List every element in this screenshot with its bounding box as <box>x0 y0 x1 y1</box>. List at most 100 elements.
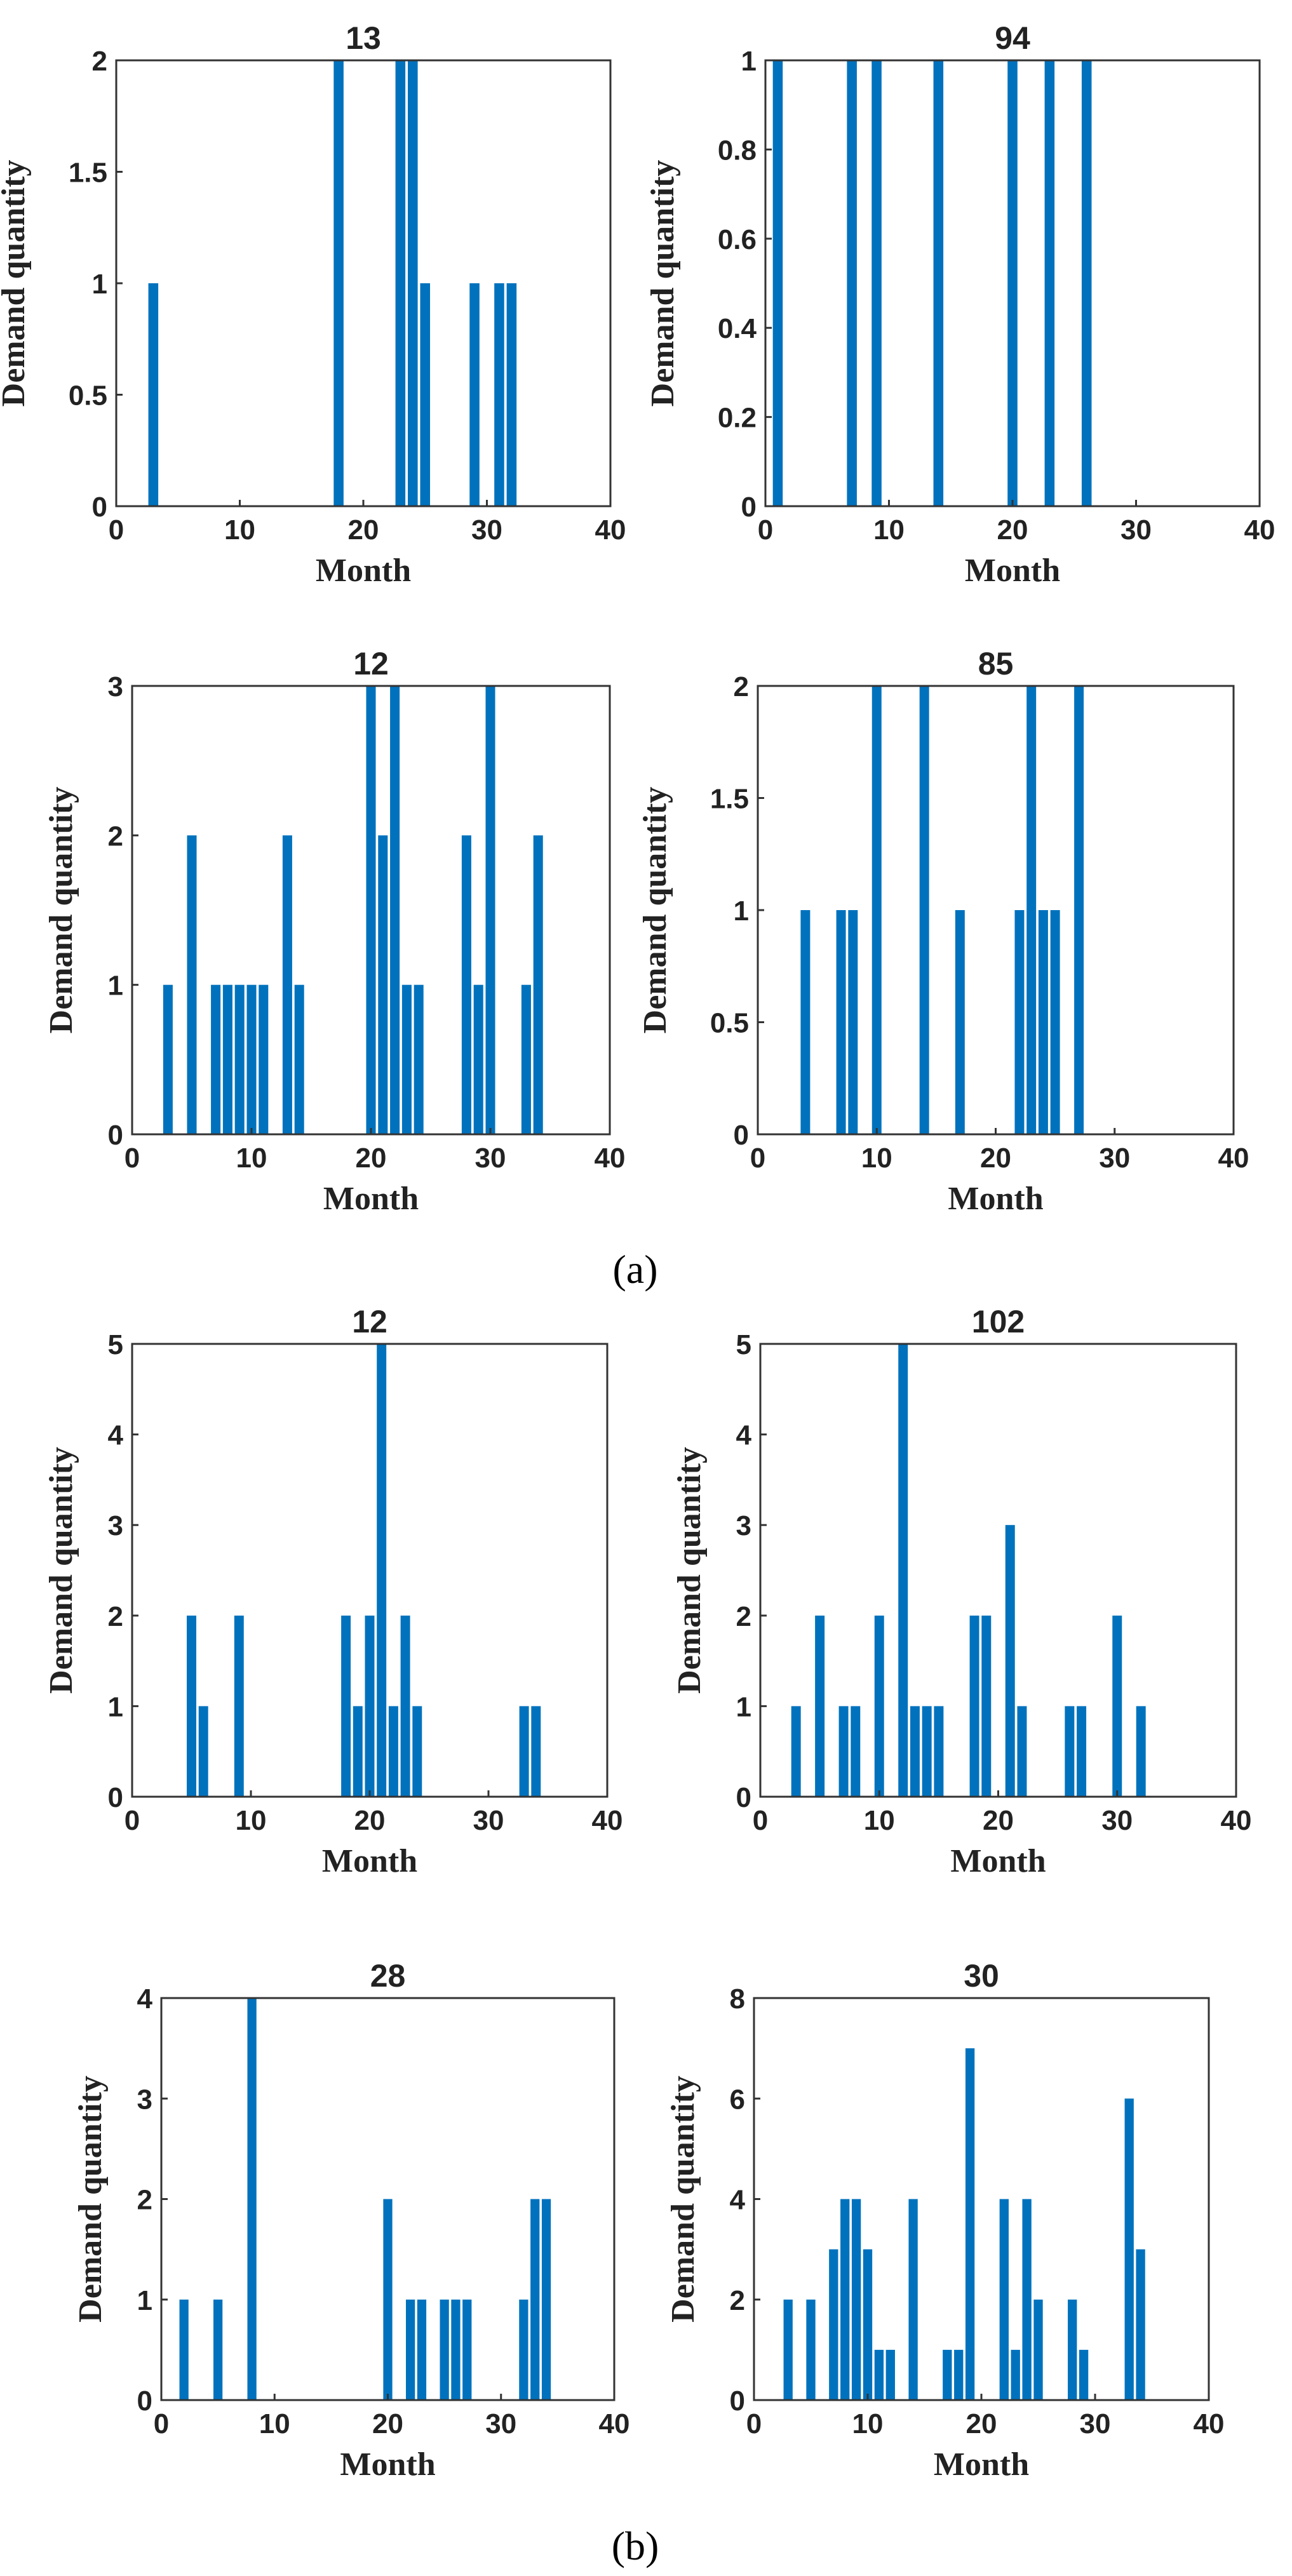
bar-month-20 <box>366 686 376 1134</box>
chart-title: 102 <box>972 1304 1025 1339</box>
x-tick-label: 30 <box>1120 514 1152 546</box>
x-tick-label: 40 <box>1194 2408 1225 2439</box>
x-tick-label: 40 <box>595 1143 626 1174</box>
y-axis-label: Demand quantity <box>637 787 673 1034</box>
y-tick-label: 1 <box>92 269 107 300</box>
bar-month-2 <box>179 2299 189 2400</box>
bar-month-24 <box>408 60 418 506</box>
bar-month-20 <box>1007 60 1018 506</box>
x-tick-label: 10 <box>259 2408 290 2439</box>
bar-month-5 <box>806 2299 816 2400</box>
bar-month-27 <box>1074 686 1084 1134</box>
y-tick-label: 0.6 <box>718 224 757 255</box>
x-tick-label: 20 <box>372 2408 403 2439</box>
y-tick-label: 1 <box>741 46 757 77</box>
bar-month-28 <box>1068 2299 1077 2400</box>
y-tick-label: 0.5 <box>69 380 107 412</box>
y-tick-label: 0 <box>92 492 107 523</box>
bar-month-18 <box>969 1615 979 1797</box>
bar-month-14 <box>908 2199 918 2400</box>
y-tick-label: 2 <box>108 821 123 852</box>
bar-month-22 <box>406 2299 415 2400</box>
bar-month-25 <box>420 283 431 506</box>
bar-month-19 <box>981 1615 992 1797</box>
bar-month-1 <box>772 60 783 506</box>
x-axis-label: Month <box>965 553 1060 589</box>
chart-4: 0 10 20 30 40 0 0.5 1 1.5 2 85 Month Demand quantity <box>637 646 1249 1217</box>
y-tick-label: 0.2 <box>718 403 757 434</box>
bar-month-27 <box>1077 1706 1087 1797</box>
bar-month-21 <box>378 835 388 1134</box>
bar-month-5 <box>187 835 197 1134</box>
y-tick-label: 0.8 <box>718 135 757 166</box>
x-tick-label: 0 <box>154 2408 169 2439</box>
x-tick-label: 40 <box>1244 514 1275 546</box>
bar-month-7 <box>211 984 221 1134</box>
x-tick-label: 30 <box>475 1143 506 1174</box>
bar-month-8 <box>247 1998 257 2400</box>
bar-month-3 <box>148 283 159 506</box>
x-axis-label: Month <box>340 2446 435 2483</box>
x-tick-label: 20 <box>348 514 379 546</box>
y-tick-label: 5 <box>108 1329 123 1360</box>
bar-month-14 <box>294 984 304 1134</box>
x-tick-label: 0 <box>124 1805 140 1836</box>
bar-month-23 <box>417 2299 427 2400</box>
bar-month-20 <box>365 1615 375 1797</box>
bar-month-29 <box>1079 2349 1089 2400</box>
chart-7: 0 10 20 30 40 0 1 2 3 4 28 Month Demand quantity <box>72 1958 629 2483</box>
x-tick-label: 10 <box>852 2408 884 2439</box>
bar-month-9 <box>234 984 245 1134</box>
x-tick-label: 20 <box>356 1143 387 1174</box>
x-tick-label: 0 <box>758 514 773 546</box>
bar-month-27 <box>462 2299 472 2400</box>
bar-month-23 <box>395 60 406 506</box>
y-tick-label: 4 <box>137 1983 153 2015</box>
x-tick-label: 10 <box>864 1805 895 1836</box>
axes-frame <box>115 59 612 507</box>
y-tick-label: 1 <box>734 896 749 927</box>
y-tick-label: 5 <box>736 1329 751 1360</box>
bar-month-8 <box>848 910 858 1134</box>
bar-month-10 <box>874 1615 884 1797</box>
y-tick-label: 1 <box>137 2285 152 2316</box>
x-tick-label: 30 <box>1099 1143 1130 1174</box>
bar-month-12 <box>885 2349 895 2400</box>
bar-month-14 <box>933 60 944 506</box>
bar-month-34 <box>531 1706 541 1797</box>
y-tick-label: 0 <box>736 1782 751 1813</box>
bar-month-10 <box>246 984 257 1134</box>
bar-month-25 <box>440 2299 449 2400</box>
bar-month-33 <box>530 2199 540 2400</box>
y-tick-label: 1 <box>108 1691 123 1722</box>
bar-month-33 <box>519 1706 529 1797</box>
x-axis-label: Month <box>316 553 411 589</box>
bar-month-26 <box>1081 60 1092 506</box>
bar-month-20 <box>383 2199 393 2400</box>
bar-month-3 <box>163 984 173 1134</box>
chart-1: 0 10 20 30 40 0 0.5 1 1.5 2 13 Month Demand quantity <box>0 20 626 589</box>
bar-month-14 <box>922 1706 932 1797</box>
chart-title: 94 <box>995 20 1030 56</box>
x-tick-label: 0 <box>750 1143 765 1174</box>
y-tick-label: 0 <box>108 1120 123 1151</box>
x-tick-label: 30 <box>1101 1805 1133 1836</box>
bar-month-26 <box>451 2299 461 2400</box>
y-tick-label: 0 <box>734 1120 749 1151</box>
y-tick-label: 2 <box>137 2185 152 2216</box>
bar-month-14 <box>919 686 929 1134</box>
y-axis-label: Demand quantity <box>665 2076 701 2323</box>
bar-month-9 <box>234 1615 244 1797</box>
x-tick-label: 20 <box>354 1805 386 1836</box>
bar-month-28 <box>461 835 471 1134</box>
bar-month-19 <box>965 2048 975 2400</box>
x-tick-label: 40 <box>1218 1143 1249 1174</box>
axes-frame <box>757 685 1235 1136</box>
bar-month-33 <box>521 984 531 1134</box>
y-tick-label: 4 <box>730 2185 746 2216</box>
bar-month-29 <box>469 283 480 506</box>
x-axis-label: Month <box>322 1843 417 1879</box>
chart-title: 12 <box>352 1304 387 1339</box>
